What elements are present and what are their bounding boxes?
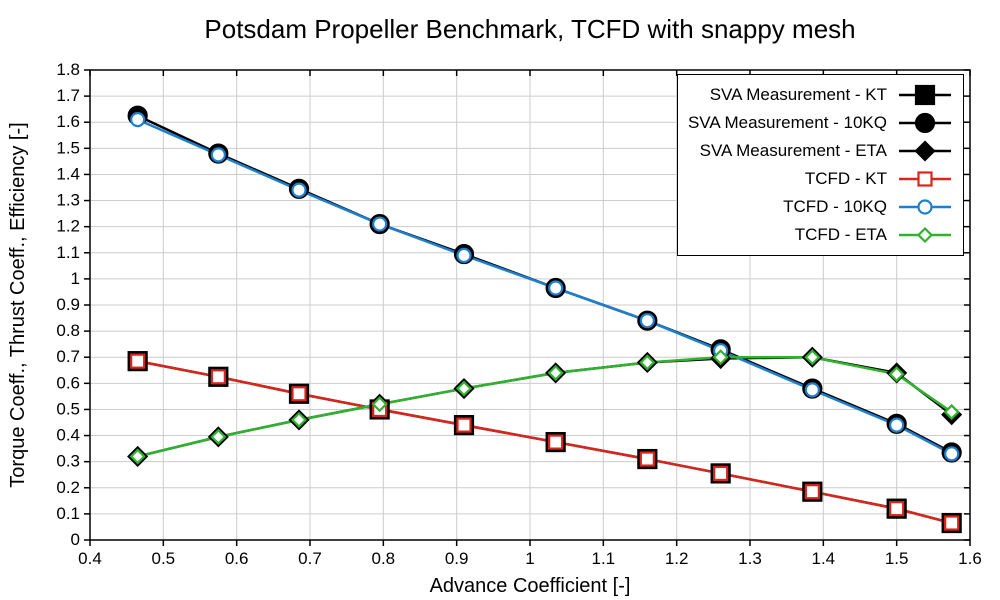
y-tick-label: 0.8: [56, 321, 80, 340]
y-tick-label: 0.7: [56, 347, 80, 366]
legend-swatch: [897, 223, 953, 247]
marker-diamond-icon: [916, 142, 934, 160]
marker-circle-icon: [458, 249, 471, 262]
legend-row: TCFD - 10KQ: [688, 193, 953, 221]
x-tick-label: 1.6: [958, 549, 982, 568]
marker-diamond-icon: [919, 229, 932, 242]
legend-row: SVA Measurement - 10KQ: [688, 109, 953, 137]
x-tick-label: 1.1: [592, 549, 616, 568]
x-tick-label: 1.2: [665, 549, 689, 568]
marker-circle-icon: [916, 114, 934, 132]
y-tick-label: 1.3: [56, 191, 80, 210]
x-tick-label: 1.3: [738, 549, 762, 568]
marker-circle-icon: [293, 184, 306, 197]
marker-square-icon: [458, 419, 471, 432]
y-tick-label: 0.2: [56, 478, 80, 497]
x-axis-label: Advance Coefficient [-]: [430, 575, 631, 597]
x-tick-label: 0.8: [372, 549, 396, 568]
marker-circle-icon: [806, 383, 819, 396]
marker-square-icon: [919, 173, 932, 186]
x-tick-label: 1.4: [812, 549, 836, 568]
legend-row: SVA Measurement - KT: [688, 81, 953, 109]
y-tick-label: 0.1: [56, 504, 80, 523]
legend-label: TCFD - KT: [805, 169, 887, 189]
legend-label: SVA Measurement - 10KQ: [688, 113, 887, 133]
legend-swatch: [897, 139, 953, 163]
legend-label: SVA Measurement - KT: [710, 85, 887, 105]
chart-figure: Potsdam Propeller Benchmark, TCFD with s…: [0, 0, 1000, 600]
legend-row: TCFD - ETA: [688, 221, 953, 249]
chart-title: Potsdam Propeller Benchmark, TCFD with s…: [204, 14, 855, 44]
marker-circle-icon: [945, 447, 958, 460]
y-tick-label: 1.5: [56, 138, 80, 157]
y-tick-label: 1.7: [56, 86, 80, 105]
marker-square-icon: [890, 502, 903, 515]
legend-row: TCFD - KT: [688, 165, 953, 193]
marker-square-icon: [945, 517, 958, 530]
legend-row: SVA Measurement - ETA: [688, 137, 953, 165]
marker-circle-icon: [212, 148, 225, 161]
y-tick-label: 0.6: [56, 373, 80, 392]
series-line-tcfd_kt: [138, 361, 952, 523]
y-tick-label: 0: [71, 530, 80, 549]
y-tick-label: 1.1: [56, 243, 80, 262]
marker-circle-icon: [131, 113, 144, 126]
y-tick-label: 0.4: [56, 426, 80, 445]
marker-square-icon: [549, 436, 562, 449]
legend-label: TCFD - 10KQ: [783, 197, 887, 217]
x-tick-label: 0.4: [78, 549, 102, 568]
series-line-sva_eta: [138, 357, 952, 456]
marker-square-icon: [212, 370, 225, 383]
y-tick-label: 1.8: [56, 60, 80, 79]
marker-square-icon: [714, 467, 727, 480]
marker-square-icon: [916, 86, 934, 104]
y-tick-label: 1.2: [56, 217, 80, 236]
legend-label: SVA Measurement - ETA: [700, 141, 887, 161]
x-tick-label: 0.7: [298, 549, 322, 568]
y-axis-label: Torque Coeff., Thrust Coeff., Efficiency…: [7, 122, 29, 487]
y-tick-label: 1: [71, 269, 80, 288]
legend-swatch: [897, 167, 953, 191]
marker-square-icon: [131, 355, 144, 368]
legend: SVA Measurement - KT SVA Measurement - 10…: [677, 74, 964, 256]
x-tick-label: 1: [525, 549, 534, 568]
legend-swatch: [897, 195, 953, 219]
y-tick-label: 0.5: [56, 399, 80, 418]
marker-square-icon: [806, 485, 819, 498]
y-tick-label: 0.9: [56, 295, 80, 314]
y-tick-label: 1.4: [56, 164, 80, 183]
y-tick-label: 1.6: [56, 112, 80, 131]
series-line-tcfd_eta: [138, 357, 952, 456]
marker-circle-icon: [919, 201, 932, 214]
legend-swatch: [897, 83, 953, 107]
x-tick-label: 0.9: [445, 549, 469, 568]
y-tick-label: 0.3: [56, 452, 80, 471]
legend-label: TCFD - ETA: [795, 225, 887, 245]
marker-square-icon: [641, 453, 654, 466]
x-tick-label: 1.5: [885, 549, 909, 568]
marker-circle-icon: [641, 314, 654, 327]
marker-circle-icon: [890, 419, 903, 432]
legend-swatch: [897, 111, 953, 135]
marker-square-icon: [293, 387, 306, 400]
marker-circle-icon: [549, 282, 562, 295]
marker-circle-icon: [373, 218, 386, 231]
x-tick-label: 0.6: [225, 549, 249, 568]
x-tick-label: 0.5: [152, 549, 176, 568]
